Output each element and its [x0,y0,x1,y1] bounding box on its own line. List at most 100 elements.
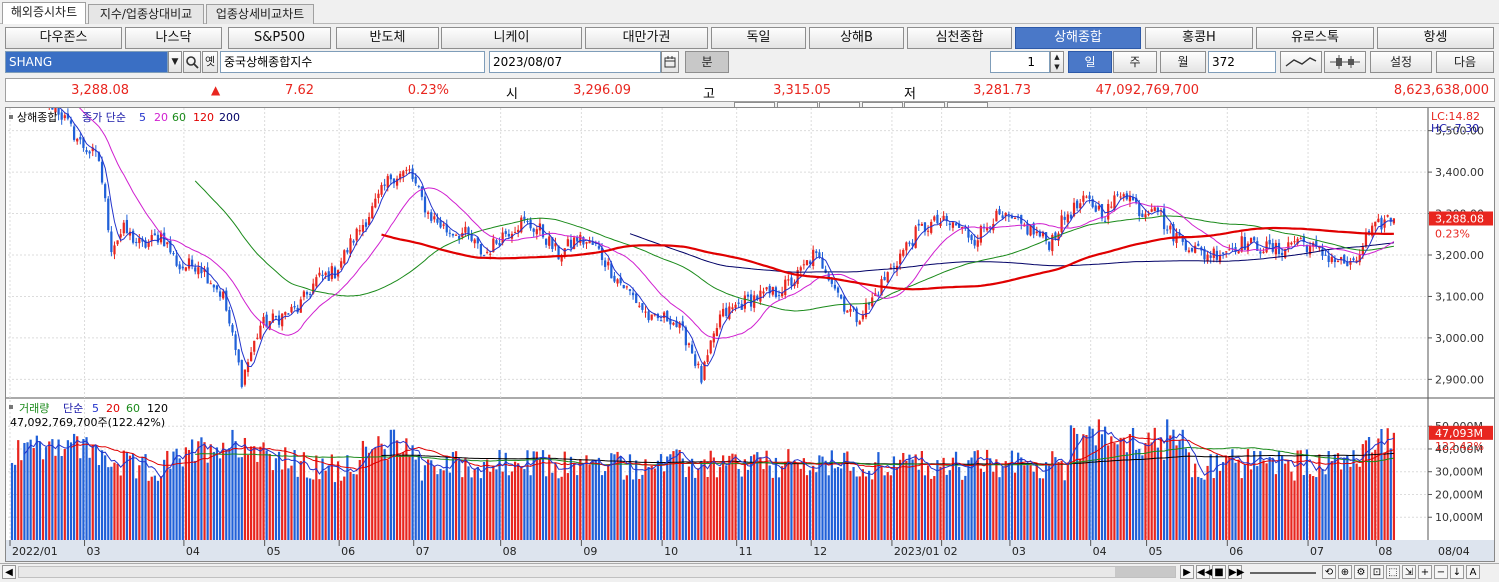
candle-body [771,286,774,295]
volume-bar [973,451,976,540]
volume-bar [442,470,445,540]
volume-bar [1225,455,1228,540]
rewind-icon[interactable]: ◀◀ [1196,565,1213,579]
chevron-down-icon[interactable]: ▼ [168,51,182,73]
candle-body [1349,260,1352,265]
minute-period-button[interactable]: 분 [685,51,729,73]
day-period-button[interactable]: 일 [1068,51,1112,73]
candle-body [1113,195,1116,210]
volume-bar [218,458,222,540]
candle-style-icon[interactable] [1324,51,1366,73]
candle-body [389,174,392,180]
scroll-track[interactable] [18,566,1176,578]
fast-forward-icon[interactable]: ▶▶ [1228,565,1245,579]
candle-body [69,120,73,124]
market-button[interactable]: 다우존스 [5,27,122,49]
price-change: 7.62 [285,83,314,98]
calendar-icon[interactable] [661,51,679,73]
font-size-icon[interactable]: A [1466,565,1480,579]
market-button[interactable]: 상해종합 [1015,27,1141,49]
settings-button[interactable]: 설정 [1370,51,1432,73]
candle-body [184,267,188,271]
maximize-icon[interactable]: ⬚ [1386,565,1400,579]
candle-body [647,311,650,321]
volume-bar [159,476,163,540]
market-button[interactable]: 반도체 [336,27,439,49]
volume-bar [94,445,97,540]
scroll-down-icon[interactable]: ↓ [1450,565,1464,579]
volume-bar [1135,449,1138,540]
market-button[interactable]: 니케이 [441,27,582,49]
scroll-right-icon[interactable]: ▶ [1180,565,1194,579]
candle-body [175,255,178,266]
vol-ma20-line [70,435,1395,470]
tab-overseas-chart[interactable]: 해외증시차트 [2,2,86,24]
market-button[interactable]: 심천종합 [907,27,1012,49]
market-button[interactable]: 유로스톡 [1256,27,1374,49]
next-button[interactable]: 다음 [1436,51,1494,73]
market-button[interactable]: 대만가권 [585,27,708,49]
count-input[interactable]: 372 [1208,51,1276,73]
candle-body [163,232,166,247]
zoom-reset-icon[interactable]: ⟲ [1322,565,1336,579]
volume-bar [1125,452,1128,540]
candle-body [886,272,889,283]
week-period-button[interactable]: 주 [1113,51,1157,73]
month-period-button[interactable]: 월 [1160,51,1206,73]
volume-bar [1116,444,1119,540]
chart-scrollbar[interactable]: ◀ ▶ ◀◀ ■ ▶▶ ⟲ ⊕ ⚙ ⊡ ⬚ ⇲ + − ↓ A [0,563,1499,580]
volume-bar [1048,465,1051,540]
volume-bar [535,451,538,540]
line-chart-icon[interactable] [1280,51,1322,73]
market-button[interactable]: 상해B [809,27,904,49]
volume-bar [1290,471,1293,540]
volume-bar [420,480,424,540]
symbol-code-input[interactable]: SHANG [5,51,168,73]
market-button[interactable]: 독일 [711,27,806,49]
volume-bar [290,465,293,540]
candle-body [194,267,197,272]
volume-bar [1358,466,1361,540]
scroll-thumb[interactable] [1115,567,1175,577]
gear-icon[interactable]: ⚙ [1354,565,1368,579]
candle-body [812,249,815,266]
candle-body [905,242,908,251]
unit-stepper[interactable]: 1 [990,51,1050,73]
crosshair-icon[interactable]: ⊕ [1338,565,1352,579]
volume-bar [349,471,352,540]
candle-body [433,216,436,220]
market-button[interactable]: S&P500 [228,27,331,49]
candle-body [110,231,113,253]
volume-bar [308,478,312,540]
candle-body [762,291,765,294]
volume-bar [864,476,868,540]
volume-bar [76,436,79,540]
chart-panel[interactable]: 2,900.003,000.003,100.003,200.003,300.00… [5,69,1495,562]
candle-body [383,184,386,186]
price-tick-label: 3,100.00 [1435,290,1484,303]
volume-bar [1017,452,1020,540]
zoom-in-icon[interactable]: + [1418,565,1432,579]
fit-icon[interactable]: ⊡ [1370,565,1384,579]
volume-bar [315,455,318,540]
candle-body [967,229,970,238]
candle-body [458,235,461,239]
stop-icon[interactable]: ■ [1212,565,1226,579]
market-button[interactable]: 홍콩H [1145,27,1253,49]
market-button[interactable]: 항셍 [1377,27,1494,49]
export-icon[interactable]: ⇲ [1402,565,1416,579]
market-button[interactable]: 나스닥 [125,27,222,49]
candle-body [1144,214,1147,218]
stepper-arrows-icon[interactable]: ▲ ▼ [1050,51,1064,73]
date-input[interactable]: 2023/08/07 [489,51,661,73]
scroll-left-icon[interactable]: ◀ [2,565,16,579]
tab-sector-detail[interactable]: 업종상세비교차트 [206,4,314,24]
price-volume-chart[interactable]: 2,900.003,000.003,100.003,200.003,300.00… [6,69,1494,561]
zoom-slider[interactable] [1250,572,1316,574]
search-icon[interactable] [183,51,201,73]
volume-bar [722,455,725,540]
tab-index-compare[interactable]: 지수/업종상대비교 [88,4,204,24]
previous-icon[interactable]: 옛 [202,51,218,73]
volume-bar [352,473,355,540]
zoom-out-icon[interactable]: − [1434,565,1448,579]
